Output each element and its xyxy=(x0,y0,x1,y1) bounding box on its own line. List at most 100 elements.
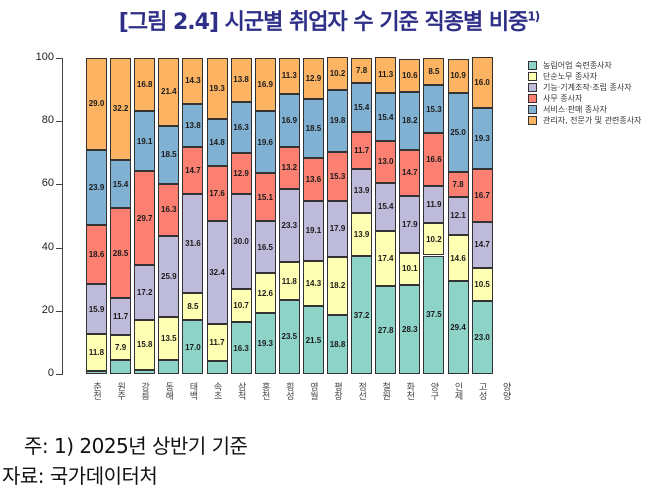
bar-segment-agri: 21.5 xyxy=(302,306,324,374)
y-tick-label: 80 xyxy=(41,114,54,127)
bar-segment-simple: 10.2 xyxy=(423,223,445,256)
bar-segment-craft: 17.9 xyxy=(327,200,348,258)
bar-segment-agri: 17.0 xyxy=(182,320,204,374)
bar-segment-clerical: 16.6 xyxy=(423,133,445,186)
bar-segment-clerical: 13.2 xyxy=(278,147,300,189)
bar-segment-service: 15.4 xyxy=(110,159,132,209)
x-tick-label: 속초 xyxy=(211,382,222,400)
bar-segment-simple: 11.8 xyxy=(278,262,300,300)
bar-segment-manager: 8.5 xyxy=(423,58,445,85)
bar-segment-manager: 16.8 xyxy=(134,58,156,112)
bar-segment-clerical: 28.5 xyxy=(110,208,132,299)
legend-label: 기능·기계조작·조립 종사자 xyxy=(543,83,632,92)
bar-segment-service: 14.8 xyxy=(206,118,228,166)
bar-segment-manager: 14.3 xyxy=(182,58,204,104)
y-tick-label: 60 xyxy=(41,177,54,190)
bar-segment-craft: 23.3 xyxy=(278,188,300,263)
bar-segment-clerical: 15.3 xyxy=(327,152,348,201)
bar-segment-simple: 8.5 xyxy=(182,293,204,321)
legend-item-manager: 관리자, 전문가 및 관련종사자 xyxy=(528,115,642,126)
bar-segment-service: 25.0 xyxy=(447,93,469,173)
bar-segment-manager: 29.0 xyxy=(86,58,107,150)
bar-segment-clerical: 16.3 xyxy=(158,184,180,236)
bar-segment-simple: 13.5 xyxy=(158,317,180,361)
x-tick-label: 횡성 xyxy=(283,382,294,400)
bar-segment-clerical: 13.6 xyxy=(302,157,324,201)
bar-segment-service: 19.8 xyxy=(327,89,348,153)
x-tick-label: 강릉 xyxy=(139,382,150,400)
bar-segment-craft: 12.1 xyxy=(447,196,469,235)
bar-segment-agri: 19.3 xyxy=(254,313,276,374)
x-tick-label: 동해 xyxy=(163,382,174,400)
legend-swatch xyxy=(528,61,537,70)
bar-segment-craft: 25.9 xyxy=(158,235,180,318)
bar-segment-service: 19.1 xyxy=(134,111,156,172)
legend-swatch xyxy=(528,83,537,92)
legend-swatch xyxy=(528,116,537,125)
bar-segment-agri xyxy=(206,360,228,374)
x-tick-label: 태백 xyxy=(187,382,198,400)
legend-item-clerical: 사무 종사자 xyxy=(528,93,642,104)
bar-segment-clerical: 13.0 xyxy=(375,141,397,183)
bar-segment-manager: 13.8 xyxy=(230,58,252,102)
x-tick-label: 춘천 xyxy=(91,382,101,400)
bar-segment-agri xyxy=(86,371,107,374)
bar-segment-craft: 17.9 xyxy=(399,196,421,253)
bar-segment-craft: 19.1 xyxy=(302,200,324,261)
bar-segment-clerical: 16.7 xyxy=(471,168,493,222)
bar-segment-clerical: 18.6 xyxy=(86,225,107,284)
y-tick-label: 0 xyxy=(47,367,54,379)
legend-label: 농림어업 숙련종사자 xyxy=(543,61,612,70)
x-tick-label: 원주 xyxy=(115,382,126,400)
bar-segment-craft: 11.7 xyxy=(110,298,132,336)
bar-segment-simple: 14.6 xyxy=(447,234,469,282)
legend-item-craft: 기능·기계조작·조립 종사자 xyxy=(528,82,642,93)
x-tick-label: 평창 xyxy=(332,382,342,400)
bar-segment-simple: 11.8 xyxy=(86,334,107,372)
bar-segment-agri: 29.4 xyxy=(447,281,469,374)
source-note: 자료: 국가데이터처 xyxy=(2,464,158,488)
bar-segment-clerical: 12.9 xyxy=(230,153,252,194)
legend-item-service: 서비스·판매 종사자 xyxy=(528,104,642,115)
y-tick xyxy=(56,310,62,312)
bar-segment-simple: 18.2 xyxy=(327,257,348,315)
bar-segment-simple: 17.4 xyxy=(375,231,397,287)
bar-segment-service: 15.4 xyxy=(351,82,373,132)
legend-label: 사무 종사자 xyxy=(543,94,583,103)
bar-segment-agri: 37.5 xyxy=(423,255,445,374)
bar-segment-craft: 30.0 xyxy=(230,193,252,289)
bar-segment-craft: 11.9 xyxy=(423,185,445,224)
bar-segment-service: 18.5 xyxy=(158,125,180,185)
bar-segment-simple: 10.5 xyxy=(471,268,493,302)
bar-segment-agri: 23.0 xyxy=(471,301,493,374)
legend-label: 서비스·판매 종사자 xyxy=(543,105,607,114)
bar-segment-simple: 12.6 xyxy=(254,273,276,313)
bar-segment-service: 16.3 xyxy=(230,101,252,154)
bar-segment-clerical: 29.7 xyxy=(134,171,156,266)
bar-segment-service: 16.9 xyxy=(278,93,300,148)
x-tick-label: 화천 xyxy=(404,382,415,400)
bar-segment-service: 19.6 xyxy=(254,111,276,174)
bar-segment-simple: 10.7 xyxy=(230,288,252,323)
legend-label: 단순노무 종사자 xyxy=(543,72,598,81)
bar-segment-simple: 13.9 xyxy=(351,212,373,257)
bar-segment-manager: 19.3 xyxy=(206,58,228,119)
bar-segment-simple: 10.1 xyxy=(399,252,421,285)
y-tick xyxy=(56,247,62,249)
bar-segment-service: 13.8 xyxy=(182,103,204,148)
y-axis xyxy=(62,58,63,375)
legend-item-agri: 농림어업 숙련종사자 xyxy=(528,60,642,71)
legend-item-simple: 단순노무 종사자 xyxy=(528,71,642,82)
x-tick-label: 인제 xyxy=(452,382,463,400)
bar-segment-simple: 7.9 xyxy=(110,335,132,361)
bar-segment-simple: 11.7 xyxy=(206,323,228,361)
footnote: 주: 1) 2025년 상반기 기준 xyxy=(24,434,248,458)
bar-segment-manager: 12.9 xyxy=(302,58,324,100)
x-tick-label: 고성 xyxy=(476,382,487,400)
x-tick-label: 양구 xyxy=(428,382,439,400)
bar-segment-agri: 18.8 xyxy=(327,314,348,374)
bar-segment-manager: 10.6 xyxy=(399,58,421,93)
bar-segment-agri: 16.3 xyxy=(230,322,252,374)
y-tick-label: 40 xyxy=(41,240,54,253)
legend-label: 관리자, 전문가 및 관련종사자 xyxy=(543,116,642,125)
